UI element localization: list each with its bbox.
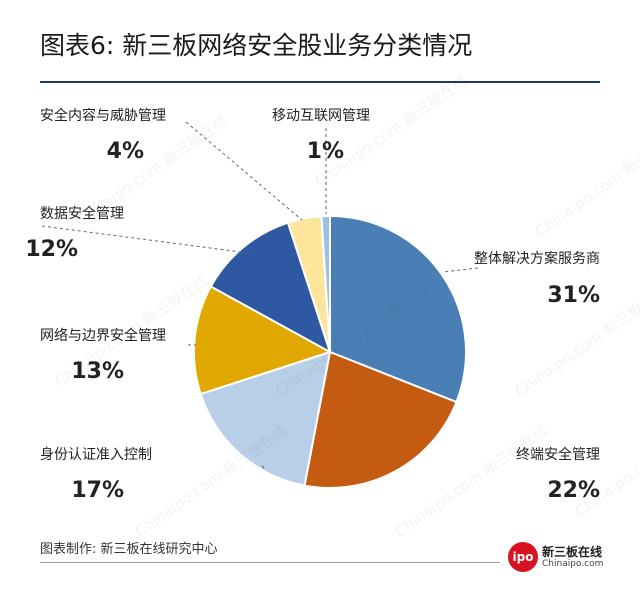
pie-slice-5 — [209, 221, 332, 355]
slice-name-label: 安全内容与威胁管理 — [40, 107, 166, 124]
slice-name-label: 整体解决方案服务商 — [474, 250, 600, 267]
logo-badge-icon: ipo — [508, 542, 538, 572]
slice-percent-label: 4% — [107, 139, 144, 164]
pie-slice-1 — [329, 214, 467, 404]
slice-name-label: 数据安全管理 — [40, 205, 124, 222]
leader-lines — [41, 121, 479, 471]
leader-line-6 — [185, 121, 303, 221]
slice-name-label: 身份认证准入控制 — [40, 447, 152, 463]
leader-line-2 — [395, 465, 401, 471]
slice-percent-label: 17% — [71, 478, 124, 503]
slice-percent-label: 12% — [25, 237, 78, 262]
pie-slice-7 — [320, 214, 331, 353]
brand-logo: ipo 新三板在线 Chinaipo.com — [508, 540, 608, 580]
slice-percent-label: 1% — [307, 139, 344, 164]
leader-line-3 — [261, 465, 267, 471]
footer-divider — [40, 562, 500, 563]
footer-credit: 图表制作: 新三板在线研究中心 — [40, 542, 218, 557]
title-underline — [40, 81, 600, 83]
pie-slice-3 — [199, 350, 332, 487]
pie-slice-2 — [303, 350, 458, 489]
slice-name-label: 网络与边界安全管理 — [40, 327, 166, 344]
leader-line-1 — [441, 267, 479, 273]
slice-percent-label: 31% — [547, 283, 600, 308]
pie-slice-4 — [193, 285, 333, 396]
logo-name-en: Chinaipo.com — [542, 559, 604, 569]
slice-name-label: 移动互联网管理 — [272, 108, 370, 124]
slice-name-label: 终端安全管理 — [516, 446, 600, 463]
pie-slices — [193, 214, 467, 489]
slice-percent-label: 13% — [71, 359, 124, 384]
slice-labels: 整体解决方案服务商 31% 终端安全管理 22% 身份认证准入控制 17% 网络与边界安全管… — [25, 107, 600, 503]
chart-title: 图表6: 新三板网络安全股业务分类情况 — [40, 31, 473, 60]
slice-percent-label: 22% — [547, 478, 600, 503]
logo-name-cn: 新三板在线 — [542, 545, 603, 559]
